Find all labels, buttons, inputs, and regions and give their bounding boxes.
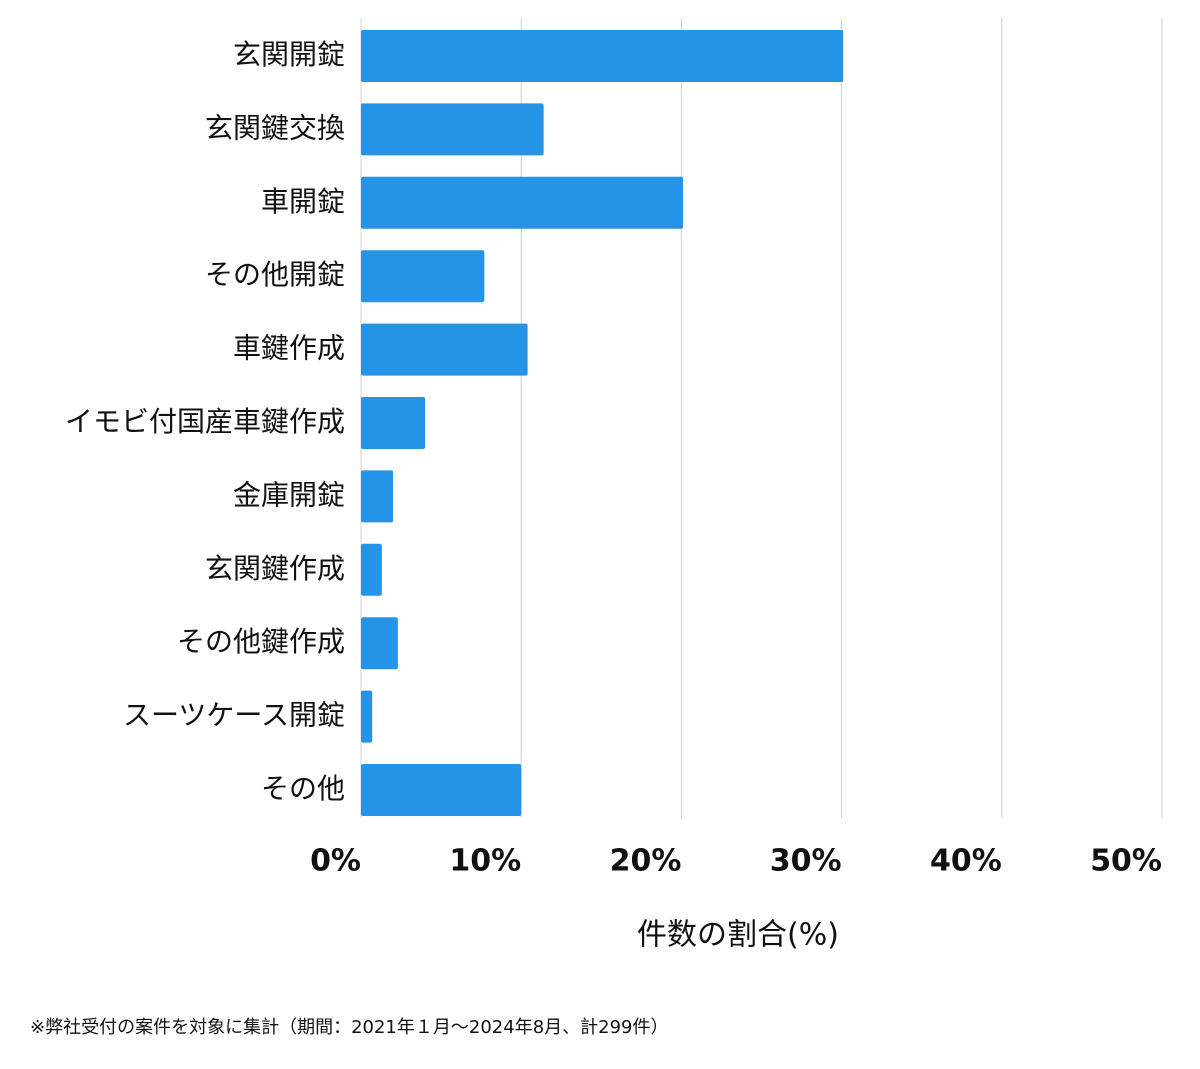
- bar: [361, 543, 382, 596]
- y-tick-label: その他開錠: [205, 258, 345, 291]
- bar: [361, 397, 426, 449]
- x-axis-label: 件数の割合(%): [637, 918, 839, 953]
- x-tick-label: 20%: [610, 844, 682, 879]
- x-tick-label: 0%: [310, 844, 361, 879]
- bar: [361, 470, 394, 523]
- y-tick-label: その他鍵作成: [177, 625, 345, 658]
- y-tick-label: スーツケース開錠: [123, 699, 345, 732]
- bar: [361, 617, 398, 670]
- y-tick-label: その他: [261, 772, 345, 805]
- bar: [361, 103, 544, 156]
- y-tick-label: 玄関開錠: [233, 38, 345, 71]
- footnote: ※弊社受付の案件を対象に集計（期間：2021年１月～2024年8月、計299件）: [30, 1017, 669, 1038]
- y-tick-label: 車鍵作成: [233, 332, 345, 365]
- bar: [361, 690, 373, 743]
- bar: [361, 176, 684, 229]
- y-tick-label: イモビ付国産車鍵作成: [65, 405, 345, 438]
- bar: [361, 30, 844, 82]
- y-tick-label: 玄関鍵交換: [205, 111, 345, 144]
- x-tick-label: 10%: [449, 844, 521, 879]
- x-tick-label: 50%: [1090, 844, 1162, 879]
- bar: [361, 764, 522, 816]
- x-tick-label: 30%: [770, 844, 842, 879]
- y-tick-label: 車開錠: [261, 185, 345, 218]
- x-tick-label: 40%: [930, 844, 1002, 879]
- bar: [361, 250, 485, 303]
- bar: [361, 323, 528, 376]
- y-tick-label: 金庫開錠: [233, 478, 345, 511]
- y-tick-label: 玄関鍵作成: [205, 552, 345, 585]
